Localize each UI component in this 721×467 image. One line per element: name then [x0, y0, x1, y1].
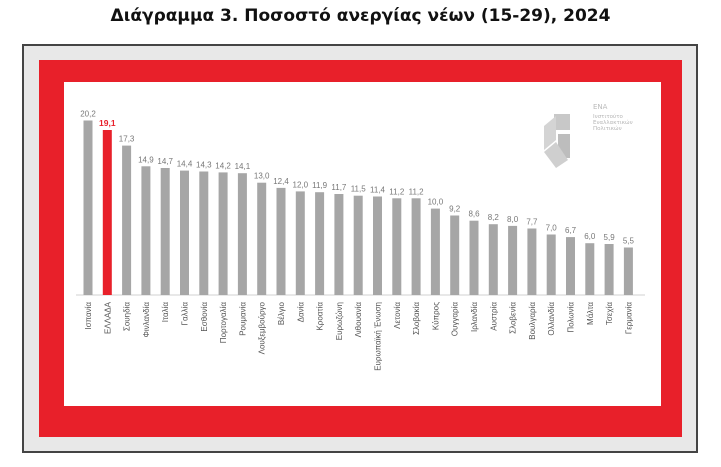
category-label: Ιταλία [161, 302, 170, 323]
data-label: 11,2 [389, 187, 405, 196]
category-label: Ολλανδία [547, 302, 556, 336]
bar [411, 198, 421, 295]
bar [566, 237, 575, 295]
category-label: Ευρωπαϊκή Ένωση [374, 302, 383, 371]
data-label: 8,2 [488, 213, 500, 222]
category-label: Αυστρία [489, 302, 498, 331]
logo-subtitle-line: Πολιτικών [593, 126, 622, 132]
bar [546, 234, 556, 295]
bar [295, 191, 305, 295]
bar [102, 130, 112, 295]
data-label: 8,6 [468, 210, 480, 219]
bar [488, 224, 498, 295]
data-label: 8,0 [507, 215, 519, 224]
data-label: 7,0 [546, 224, 558, 233]
logo-name: ΕΝΑ [593, 103, 608, 111]
data-label: 20,2 [80, 110, 96, 119]
bar [623, 247, 633, 295]
bar [508, 225, 518, 295]
data-label: 14,7 [157, 157, 173, 166]
bar [83, 120, 93, 295]
data-label: 11,7 [331, 183, 347, 192]
ena-logo-icon [544, 114, 570, 168]
logo-text: ΕΝΑ Ινστιτούτο Εναλλακτικών Πολιτικών [593, 103, 663, 132]
bar [604, 244, 614, 295]
data-label: 5,9 [604, 233, 616, 242]
bar [430, 208, 440, 295]
data-label: 12,0 [293, 180, 309, 189]
category-label: Ιρλανδία [470, 302, 479, 332]
bar [334, 194, 344, 295]
category-label: Λετονία [393, 302, 402, 329]
bar [585, 243, 595, 295]
category-label: Δανία [296, 302, 305, 323]
bar [180, 170, 189, 295]
data-label: 13,0 [254, 172, 270, 181]
data-label: 14,3 [196, 161, 212, 170]
category-label: Γαλλία [181, 302, 190, 326]
data-label: 14,1 [235, 162, 251, 171]
data-label: 7,7 [526, 218, 538, 227]
data-label: 14,9 [138, 155, 154, 164]
category-label: Τσεχία [605, 302, 614, 325]
data-label: 6,0 [584, 232, 596, 241]
data-label: 14,2 [215, 161, 231, 170]
category-label: Ισπανία [84, 302, 93, 330]
bar [392, 198, 402, 295]
data-label: 9,2 [449, 205, 461, 214]
category-label: Κροατία [316, 302, 325, 331]
bar [218, 172, 228, 295]
category-label: Πολωνία [567, 302, 576, 333]
data-label: 6,7 [565, 226, 577, 235]
category-label: Λουξεμβούργο [258, 301, 267, 354]
bar [141, 166, 151, 295]
bar [122, 145, 132, 295]
data-label: 5,5 [623, 237, 635, 246]
category-label: Εσθονία [200, 302, 209, 332]
category-label: Πορτογαλία [219, 302, 228, 344]
data-label: 11,5 [351, 185, 367, 194]
category-label: Σουηδία [123, 302, 132, 331]
bar [315, 192, 325, 295]
logo-subtitle-line: Ινστιτούτο [593, 114, 623, 120]
bar [450, 215, 460, 295]
bar [257, 182, 267, 295]
logo-subtitle-line: Εναλλακτικών [593, 120, 633, 126]
bar [199, 171, 209, 295]
category-label: Σλοβενία [509, 302, 518, 334]
bar [160, 168, 170, 295]
data-label: 19,1 [99, 118, 116, 128]
data-label: 14,4 [177, 160, 193, 169]
data-label: 10,0 [428, 198, 444, 207]
category-label: Κύπρος [431, 302, 440, 330]
data-label: 12,4 [273, 177, 289, 186]
category-label: Ευρωζώνη [335, 302, 344, 340]
bar [276, 187, 286, 295]
bar [527, 228, 537, 295]
bar [373, 196, 382, 295]
category-label: Ουγγαρία [451, 302, 460, 337]
category-label: Ρουμανία [238, 302, 247, 336]
bar [237, 173, 247, 295]
category-label: ΕΛΛΑΔΑ [103, 301, 112, 334]
category-label: Γερμανία [624, 302, 633, 335]
bar [469, 220, 479, 295]
category-label: Βουλγαρία [528, 302, 537, 340]
category-label: Μάλτα [586, 302, 595, 325]
bar [353, 195, 363, 295]
data-label: 17,3 [119, 135, 135, 144]
data-label: 11,2 [409, 187, 425, 196]
category-label: Βέλγιο [277, 301, 286, 325]
chart-title: Διάγραμμα 3. Ποσοστό ανεργίας νέων (15-2… [110, 6, 611, 26]
category-label: Λιθουανία [354, 302, 363, 338]
category-label: Σλοβακία [412, 302, 421, 335]
category-label: Φινλανδία [142, 302, 151, 338]
data-label: 11,9 [312, 181, 328, 190]
data-label: 11,4 [370, 186, 386, 195]
